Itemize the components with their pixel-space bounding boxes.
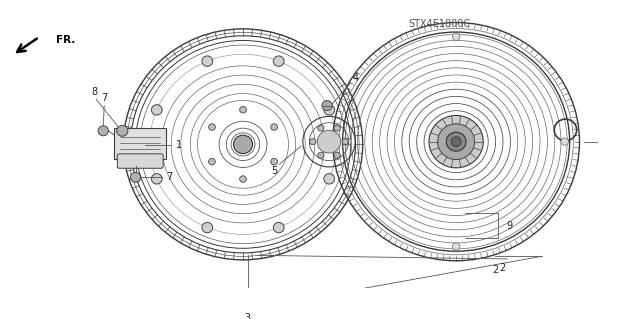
- Text: 3: 3: [244, 314, 251, 319]
- Ellipse shape: [152, 105, 162, 115]
- Ellipse shape: [239, 107, 246, 113]
- Ellipse shape: [451, 137, 461, 146]
- Ellipse shape: [317, 125, 324, 131]
- Ellipse shape: [322, 100, 332, 110]
- Ellipse shape: [324, 105, 335, 115]
- Ellipse shape: [273, 222, 284, 233]
- Ellipse shape: [334, 125, 340, 131]
- Ellipse shape: [561, 138, 568, 145]
- Text: STX4E1800C: STX4E1800C: [408, 19, 470, 29]
- Text: 7: 7: [101, 93, 108, 103]
- Ellipse shape: [342, 139, 348, 145]
- Ellipse shape: [452, 33, 460, 41]
- Text: 7: 7: [166, 172, 172, 182]
- Ellipse shape: [239, 176, 246, 182]
- Ellipse shape: [234, 135, 253, 154]
- Text: 1: 1: [177, 140, 182, 150]
- Ellipse shape: [317, 152, 324, 158]
- Text: 2: 2: [492, 265, 499, 275]
- Ellipse shape: [202, 222, 212, 233]
- Ellipse shape: [334, 152, 340, 158]
- Ellipse shape: [273, 56, 284, 66]
- Ellipse shape: [152, 174, 162, 184]
- Ellipse shape: [324, 174, 335, 184]
- Ellipse shape: [271, 159, 278, 165]
- Ellipse shape: [429, 115, 483, 168]
- Text: 4: 4: [352, 73, 358, 84]
- Ellipse shape: [202, 56, 212, 66]
- Ellipse shape: [209, 124, 215, 130]
- Ellipse shape: [344, 138, 351, 145]
- Text: FR.: FR.: [56, 35, 76, 45]
- FancyBboxPatch shape: [117, 154, 163, 168]
- Text: 5: 5: [271, 166, 278, 175]
- Text: 8: 8: [91, 87, 97, 97]
- Ellipse shape: [310, 139, 316, 145]
- Ellipse shape: [317, 130, 340, 153]
- Ellipse shape: [452, 243, 460, 250]
- Ellipse shape: [271, 124, 278, 130]
- Text: 2: 2: [500, 263, 506, 273]
- Ellipse shape: [446, 132, 466, 151]
- Ellipse shape: [116, 125, 128, 136]
- Ellipse shape: [438, 124, 475, 160]
- Text: 9: 9: [506, 221, 513, 231]
- Ellipse shape: [209, 159, 215, 165]
- Ellipse shape: [131, 172, 141, 182]
- Ellipse shape: [98, 126, 108, 136]
- FancyBboxPatch shape: [115, 128, 166, 159]
